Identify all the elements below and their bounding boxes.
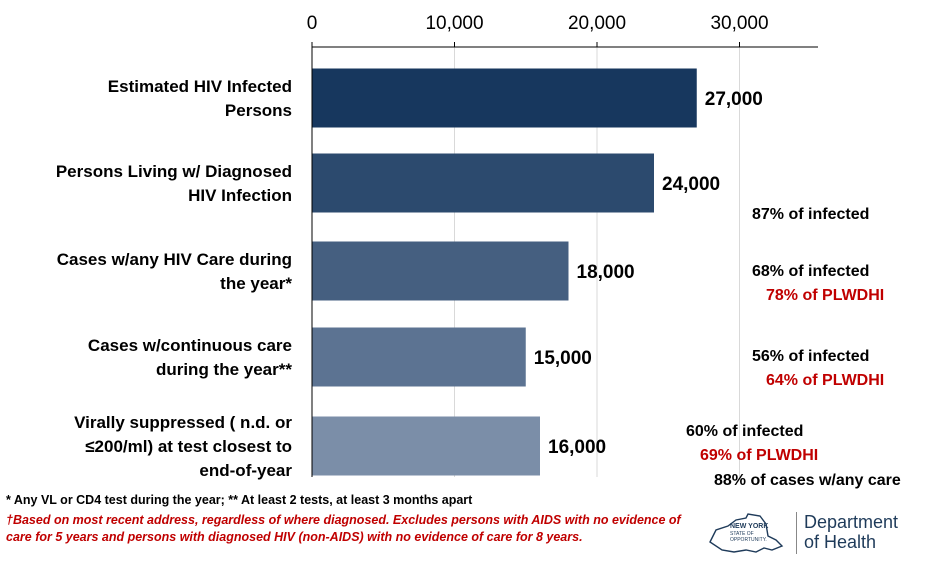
category-label-3-0: Cases w/continuous care bbox=[88, 336, 292, 355]
logo-department-text: Department of Health bbox=[804, 512, 898, 552]
annotation-0-0: 87% of infected bbox=[752, 206, 869, 223]
nys-map-icon: NEW YORK STATE OF OPPORTUNITY. bbox=[709, 513, 784, 553]
bar-1 bbox=[312, 153, 654, 213]
annotation-1-1: 78% of PLWDHI bbox=[766, 287, 884, 304]
bar-0 bbox=[312, 68, 697, 128]
bar-4 bbox=[312, 416, 540, 476]
category-label-1-1: HIV Infection bbox=[188, 186, 292, 205]
category-label-4-2: end-of-year bbox=[199, 461, 292, 480]
logo-state-line3: OPPORTUNITY. bbox=[730, 537, 767, 543]
category-label-0-1: Persons bbox=[225, 101, 292, 120]
bar-3 bbox=[312, 327, 526, 387]
value-label-0: 27,000 bbox=[705, 89, 763, 110]
footnote-tests: * Any VL or CD4 test during the year; **… bbox=[6, 493, 473, 507]
annotation-2-1: 64% of PLWDHI bbox=[766, 372, 884, 389]
category-label-1-0: Persons Living w/ Diagnosed bbox=[56, 162, 292, 181]
value-label-3: 15,000 bbox=[534, 348, 592, 369]
category-label-2-0: Cases w/any HIV Care during bbox=[57, 250, 292, 269]
category-label-0-0: Estimated HIV Infected bbox=[108, 77, 292, 96]
category-label-2-1: the year* bbox=[220, 274, 292, 293]
logo-dept-line2: of Health bbox=[804, 532, 877, 552]
category-label-4-0: Virally suppressed ( n.d. or bbox=[74, 413, 292, 432]
annotation-3-2: 88% of cases w/any care bbox=[714, 472, 901, 489]
x-tick-label-2: 20,000 bbox=[568, 13, 626, 34]
annotation-3-1: 69% of PLWDHI bbox=[700, 447, 818, 464]
category-label-4-1: ≤200/ml) at test closest to bbox=[85, 437, 292, 456]
annotation-3-0: 60% of infected bbox=[686, 423, 803, 440]
annotation-2-0: 56% of infected bbox=[752, 348, 869, 365]
annotation-1-0: 68% of infected bbox=[752, 263, 869, 280]
chart: 0 10,000 20,000 30,000 Estimated HIV Infecte… bbox=[56, 13, 901, 489]
x-tick-label-0: 0 bbox=[307, 13, 318, 34]
logo-dept-line1: Department bbox=[804, 512, 899, 532]
nys-doh-logo: NEW YORK STATE OF OPPORTUNITY. Departmen… bbox=[706, 508, 906, 560]
footnote-address: †Based on most recent address, regardles… bbox=[6, 513, 681, 544]
category-label-3-1: during the year** bbox=[156, 360, 292, 379]
bar-2 bbox=[312, 241, 569, 301]
x-tick-label-1: 10,000 bbox=[425, 13, 483, 34]
value-label-1: 24,000 bbox=[662, 174, 720, 195]
x-tick-label-3: 30,000 bbox=[710, 13, 768, 34]
value-label-4: 16,000 bbox=[548, 437, 606, 458]
logo-state-line1: NEW YORK bbox=[730, 523, 768, 530]
logo-divider bbox=[796, 512, 797, 554]
value-label-2: 18,000 bbox=[577, 262, 635, 283]
logo-state-line2: STATE OF bbox=[730, 531, 754, 537]
